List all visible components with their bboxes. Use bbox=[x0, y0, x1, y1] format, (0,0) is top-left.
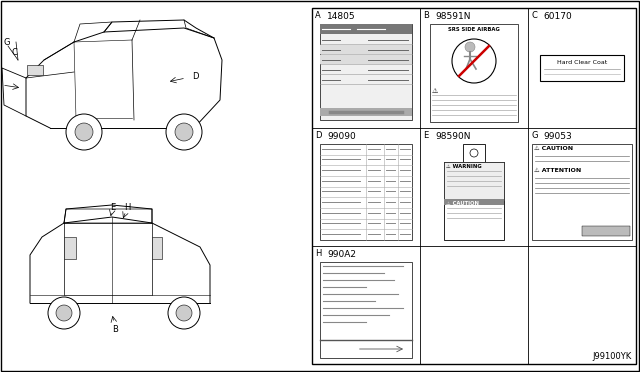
Circle shape bbox=[66, 114, 102, 150]
Bar bbox=[320, 108, 412, 116]
Text: G: G bbox=[531, 131, 538, 140]
Text: 990A2: 990A2 bbox=[327, 250, 356, 259]
Circle shape bbox=[75, 123, 93, 141]
Text: C: C bbox=[531, 11, 537, 20]
Circle shape bbox=[175, 123, 193, 141]
Circle shape bbox=[56, 305, 72, 321]
Bar bbox=[582, 226, 630, 236]
Bar bbox=[320, 144, 412, 240]
Text: E: E bbox=[423, 131, 428, 140]
Text: ⚠ CAUTION: ⚠ CAUTION bbox=[534, 146, 573, 151]
Text: A: A bbox=[315, 11, 321, 20]
Text: B: B bbox=[423, 11, 429, 20]
Bar bbox=[532, 144, 632, 240]
Circle shape bbox=[168, 297, 200, 329]
Bar bbox=[320, 262, 412, 358]
Bar bbox=[320, 24, 412, 34]
Text: ⚠ ATTENTION: ⚠ ATTENTION bbox=[534, 168, 581, 173]
Bar bbox=[320, 45, 412, 54]
Bar bbox=[27, 65, 43, 75]
Text: SRS SIDE AIRBAG: SRS SIDE AIRBAG bbox=[448, 27, 500, 32]
Text: 14805: 14805 bbox=[327, 12, 356, 21]
Circle shape bbox=[452, 39, 496, 83]
Circle shape bbox=[465, 42, 475, 52]
Text: ⚠: ⚠ bbox=[432, 88, 438, 94]
Text: 99090: 99090 bbox=[327, 132, 356, 141]
Text: B: B bbox=[112, 325, 118, 334]
Text: ⚠ CAUTION: ⚠ CAUTION bbox=[446, 201, 479, 206]
Text: G: G bbox=[4, 38, 10, 47]
Bar bbox=[444, 199, 504, 205]
Text: Hard Clear Coat: Hard Clear Coat bbox=[557, 60, 607, 65]
Circle shape bbox=[166, 114, 202, 150]
Circle shape bbox=[176, 305, 192, 321]
Bar bbox=[320, 24, 412, 120]
Bar bbox=[64, 237, 76, 259]
Bar bbox=[444, 162, 504, 201]
Text: 98591N: 98591N bbox=[435, 12, 470, 21]
Circle shape bbox=[470, 149, 478, 157]
Bar bbox=[540, 55, 624, 81]
Text: H: H bbox=[315, 249, 321, 258]
Text: 60170: 60170 bbox=[543, 12, 572, 21]
Bar bbox=[430, 24, 518, 122]
Text: 99053: 99053 bbox=[543, 132, 572, 141]
Bar bbox=[320, 55, 412, 64]
Bar bbox=[152, 237, 162, 259]
Text: 98590N: 98590N bbox=[435, 132, 470, 141]
Text: C: C bbox=[12, 48, 18, 57]
Bar bbox=[312, 8, 636, 364]
Text: H: H bbox=[124, 203, 131, 212]
Text: ⚠ WARNING: ⚠ WARNING bbox=[446, 164, 482, 169]
Bar bbox=[444, 162, 504, 240]
Text: E: E bbox=[110, 203, 115, 212]
Text: D: D bbox=[315, 131, 321, 140]
Text: J99100YK: J99100YK bbox=[593, 352, 632, 361]
Text: D: D bbox=[192, 72, 198, 81]
Bar bbox=[463, 144, 485, 162]
Circle shape bbox=[48, 297, 80, 329]
